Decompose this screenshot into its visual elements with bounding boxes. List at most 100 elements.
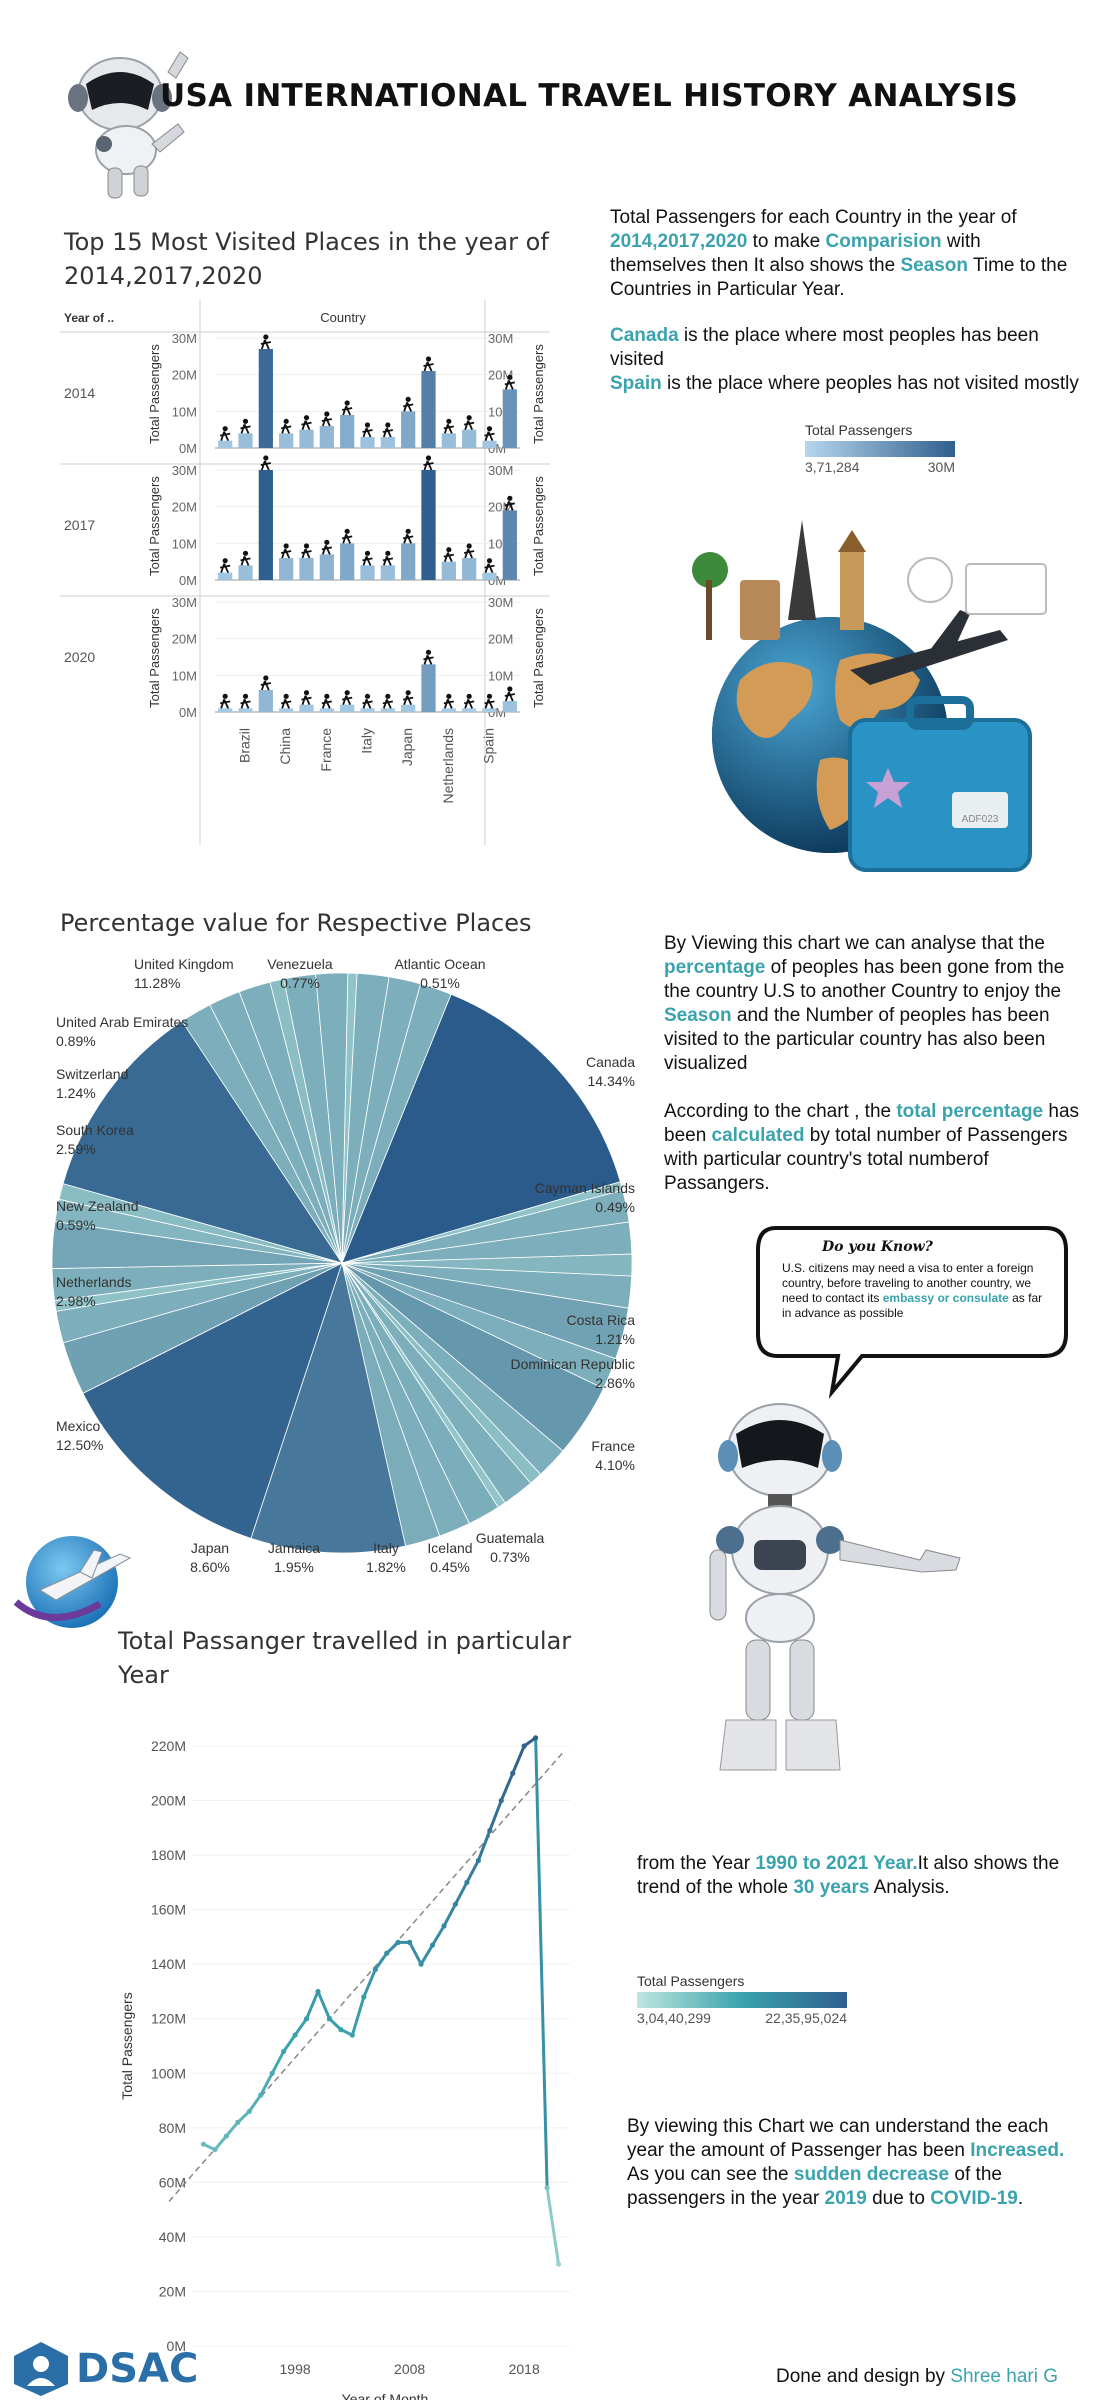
line-y-tick: 100M xyxy=(151,2065,186,2081)
traveler-icon xyxy=(405,690,411,696)
line-point xyxy=(475,1857,481,1864)
traveler-icon xyxy=(260,460,272,471)
line-segment xyxy=(431,1925,446,1946)
pie-calc-text: by total number of Passengers with parti… xyxy=(664,1125,1068,1194)
top15-bar xyxy=(258,690,273,712)
traveler-icon xyxy=(382,698,394,709)
traveler-icon xyxy=(402,401,414,412)
top15-y-tick: 10M xyxy=(172,668,197,683)
traveler-icon xyxy=(504,379,516,390)
traveler-icon xyxy=(303,543,310,549)
traveler-icon xyxy=(463,420,475,431)
traveler-icon xyxy=(423,654,434,665)
top15-y-tick-right: 20M xyxy=(488,368,513,383)
pie-label-name: France xyxy=(591,1438,635,1454)
pie-label-value: 0.59% xyxy=(56,1217,96,1233)
pie-label-value: 1.95% xyxy=(274,1559,314,1575)
line-insight-text: due to xyxy=(866,2188,931,2209)
line-segment xyxy=(545,2187,561,2265)
traveler-icon xyxy=(425,649,432,655)
pie-label-name: South Korea xyxy=(56,1122,134,1138)
pie-slice xyxy=(315,972,349,1264)
top15-y-tick: 20M xyxy=(172,632,197,647)
traveler-icon xyxy=(341,695,353,706)
traveler-icon xyxy=(263,455,269,461)
line-segment xyxy=(534,1737,549,2188)
dsac-logo: DSAC xyxy=(10,2340,198,2398)
top15-desc-text: with themselves then It also shows the xyxy=(610,231,981,276)
traveler-icon xyxy=(280,423,292,434)
traveler-icon xyxy=(219,563,231,574)
pie-slice xyxy=(341,993,621,1264)
dsac-logo-icon xyxy=(14,2342,68,2396)
traveler-icon xyxy=(443,698,455,709)
line-insight-text: By viewing this Chart we can understand … xyxy=(627,2116,1049,2161)
top15-x-label: Japan xyxy=(399,728,415,766)
traveler-icon xyxy=(484,431,495,442)
line-legend-gradient xyxy=(637,1992,847,2008)
line-point xyxy=(361,1994,367,2000)
line-segment xyxy=(408,1941,423,1965)
line-x-tick: 1998 xyxy=(280,2361,311,2377)
top15-bar xyxy=(401,704,416,712)
traveler-icon xyxy=(504,691,516,702)
top15-bar-chart: Year of .. Country 2014 Total Passengers Tot… xyxy=(60,300,550,845)
top15-y-tick: 10M xyxy=(172,404,197,419)
pie-label-name: Mexico xyxy=(56,1418,101,1434)
line-point xyxy=(395,1939,401,1945)
line-point xyxy=(281,2048,287,2055)
top15-bar xyxy=(401,411,416,448)
did-you-know-embassy: embassy or consulate xyxy=(882,1291,1009,1305)
pie-label-name: Switzerland xyxy=(56,1066,128,1082)
top15-year-label: 2017 xyxy=(64,517,95,533)
top15-bar xyxy=(218,440,233,448)
traveler-icon xyxy=(364,422,371,428)
line-point xyxy=(338,2027,344,2033)
line-insight: By viewing this Chart we can understand … xyxy=(627,2115,1077,2211)
top15-desc-text: to make xyxy=(747,231,826,252)
top15-bar xyxy=(319,708,334,712)
traveler-icon xyxy=(463,698,475,709)
traveler-icon xyxy=(263,675,269,681)
line-y-tick: 80M xyxy=(159,2120,186,2136)
top15-x-label: Spain xyxy=(481,728,497,764)
top15-y-axis-label-right: Total Passengers xyxy=(531,608,546,708)
line-point xyxy=(384,1950,390,1956)
line-title: Total Passanger travelled in particular … xyxy=(118,1627,572,1689)
line-y-tick: 220M xyxy=(151,1738,186,1754)
top15-desc-season: Season xyxy=(900,255,969,276)
traveler-icon xyxy=(362,555,373,566)
top15-y-tick-right: 30M xyxy=(488,595,513,610)
line-point xyxy=(521,1743,527,1749)
top15-y-tick: 30M xyxy=(172,331,197,346)
pie-description: By Viewing this chart we can analyse tha… xyxy=(664,932,1094,1076)
traveler-icon xyxy=(283,693,289,699)
traveler-icon xyxy=(382,555,394,566)
traveler-icon xyxy=(280,548,292,559)
traveler-icon xyxy=(504,500,516,511)
traveler-icon xyxy=(425,356,432,362)
line-segment xyxy=(511,1745,526,1774)
top15-bar xyxy=(279,708,294,712)
pie-label-name: Netherlands xyxy=(56,1274,132,1290)
pie-label-name: New Zealand xyxy=(56,1198,139,1214)
top15-legend: Total Passengers 3,71,284 30M xyxy=(805,422,955,475)
top15-desc-text: Time to the Countries in Particular Year… xyxy=(610,255,1068,300)
top15-bar xyxy=(360,565,375,580)
traveler-icon xyxy=(443,423,455,434)
line-point xyxy=(235,2119,241,2125)
insight-canada: Canada xyxy=(610,325,679,346)
traveler-icon xyxy=(222,693,228,699)
did-you-know-text: as far in advance as possible xyxy=(782,1291,1043,1320)
top15-y-tick: 0M xyxy=(179,573,197,588)
top15-y-tick-right: 10M xyxy=(488,668,513,683)
traveler-icon xyxy=(484,698,495,709)
traveler-icon xyxy=(344,690,350,696)
line-segment xyxy=(236,2110,251,2124)
traveler-icon xyxy=(466,693,472,699)
pie-title: Percentage value for Respective Places xyxy=(60,909,532,937)
percentage-pie-chart: Canada 14.34% Cayman Islands 0.49% Costa Ric… xyxy=(51,956,635,1575)
traveler-icon xyxy=(486,693,493,699)
line-segment xyxy=(259,2072,274,2096)
traveler-icon xyxy=(385,693,391,699)
